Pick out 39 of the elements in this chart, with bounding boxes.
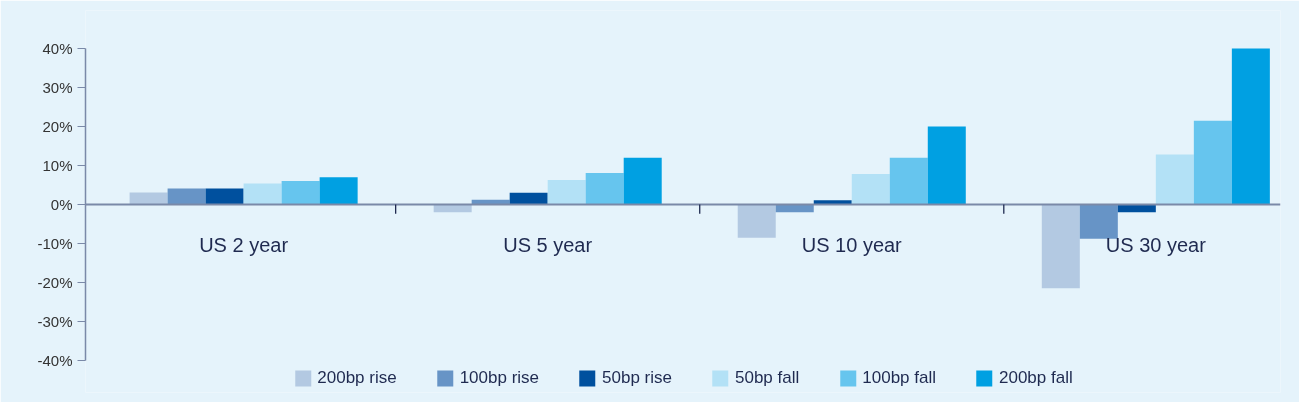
bar — [889, 157, 928, 205]
y-tick-label: -10% — [37, 235, 73, 252]
y-tick-label: 10% — [42, 157, 73, 174]
legend-label: 100bp rise — [459, 368, 540, 388]
y-tick-label: -40% — [37, 352, 73, 369]
y-tick-label: 0% — [50, 196, 73, 213]
x-tick-label: US 10 year — [801, 233, 903, 256]
legend-label: 50bp fall — [734, 368, 800, 388]
y-tick-label: -30% — [37, 313, 73, 330]
bar — [319, 177, 358, 205]
bar — [1155, 154, 1194, 205]
y-tick-label: 40% — [42, 40, 73, 57]
bar — [1041, 204, 1080, 289]
x-tick-label: US 30 year — [1105, 233, 1207, 256]
bar — [281, 181, 320, 205]
x-tick-label: US 5 year — [503, 233, 593, 256]
bar — [585, 172, 624, 205]
bar — [1079, 204, 1118, 239]
bar — [927, 126, 966, 205]
legend-label: 50bp rise — [602, 368, 672, 388]
legend-label: 200bp fall — [999, 368, 1073, 388]
bar — [167, 188, 206, 205]
legend-label: 200bp rise — [317, 368, 397, 388]
bar — [547, 179, 586, 205]
y-tick-label: 30% — [42, 79, 73, 96]
bar — [851, 174, 890, 205]
y-tick-label: -20% — [37, 274, 73, 291]
bar — [509, 192, 548, 205]
bar — [1193, 120, 1232, 205]
bar — [129, 192, 168, 205]
bar — [737, 204, 776, 238]
legend-label: 100bp fall — [862, 368, 936, 388]
bar — [623, 157, 662, 205]
bar — [1231, 48, 1270, 205]
x-tick-label: US 2 year — [199, 233, 289, 256]
bar — [243, 183, 282, 205]
y-tick-label: 20% — [42, 118, 73, 135]
bar — [813, 200, 852, 205]
bar — [205, 188, 244, 205]
